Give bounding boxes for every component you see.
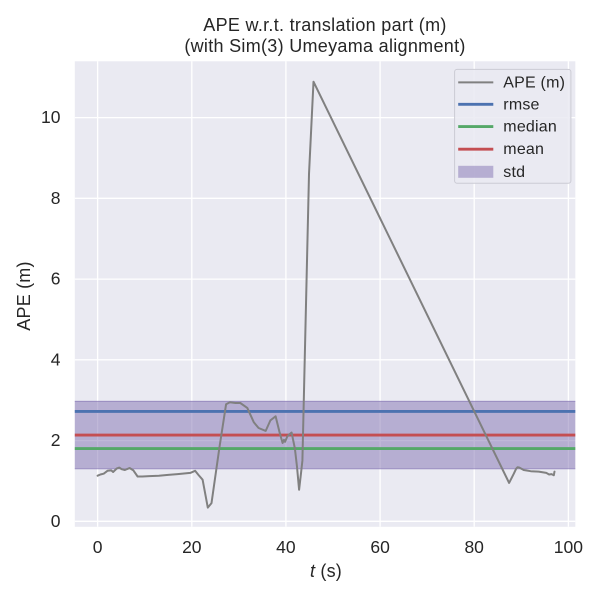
svg-text:10: 10 xyxy=(41,107,61,127)
svg-text:0: 0 xyxy=(93,537,103,557)
svg-text:APE (m): APE (m) xyxy=(14,261,34,330)
svg-text:6: 6 xyxy=(51,269,61,289)
svg-text:mean: mean xyxy=(503,141,544,158)
svg-text:80: 80 xyxy=(464,537,484,557)
svg-text:t (s): t (s) xyxy=(310,561,342,581)
svg-text:median: median xyxy=(503,119,557,136)
svg-text:0: 0 xyxy=(51,511,61,531)
svg-text:4: 4 xyxy=(51,349,61,369)
svg-text:std: std xyxy=(503,164,525,181)
svg-text:(with Sim(3) Umeyama alignment: (with Sim(3) Umeyama alignment) xyxy=(184,36,465,56)
svg-text:rmse: rmse xyxy=(503,96,539,113)
svg-text:60: 60 xyxy=(370,537,390,557)
svg-text:100: 100 xyxy=(554,537,583,557)
svg-text:2: 2 xyxy=(51,430,61,450)
svg-text:8: 8 xyxy=(51,188,61,208)
svg-text:40: 40 xyxy=(276,537,296,557)
svg-text:APE (m): APE (m) xyxy=(503,74,565,91)
svg-text:APE w.r.t. translation part (m: APE w.r.t. translation part (m) xyxy=(203,15,446,35)
svg-text:20: 20 xyxy=(182,537,202,557)
